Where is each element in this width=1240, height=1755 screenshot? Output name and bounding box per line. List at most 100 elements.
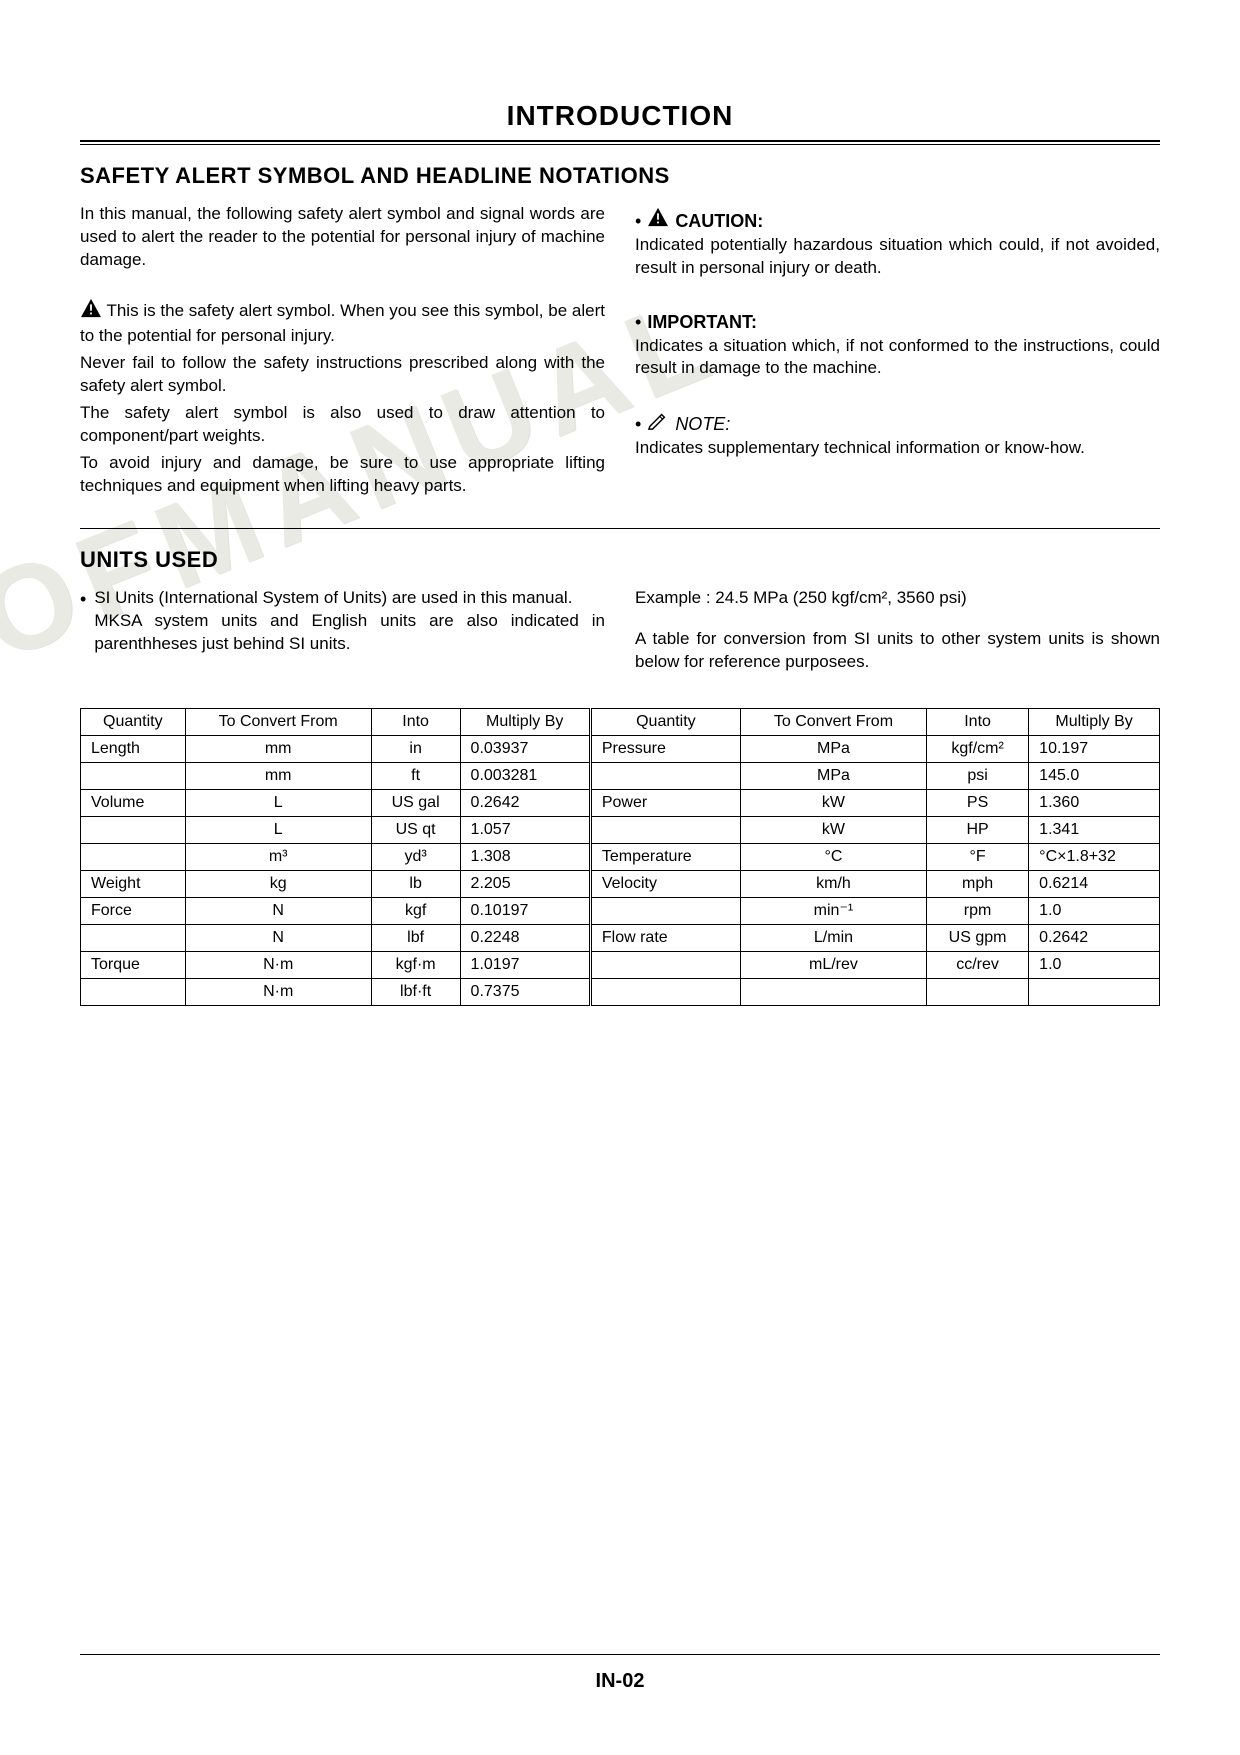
table-cell: kgf·m bbox=[371, 951, 460, 978]
table-cell: Length bbox=[81, 735, 186, 762]
table-cell: kgf/cm² bbox=[926, 735, 1028, 762]
table-cell: L/min bbox=[740, 924, 926, 951]
title-rule-thick bbox=[80, 140, 1160, 142]
table-cell: Weight bbox=[81, 870, 186, 897]
table-cell: Velocity bbox=[590, 870, 740, 897]
table-cell: 1.0 bbox=[1029, 951, 1160, 978]
table-cell bbox=[81, 978, 186, 1005]
footer-rule bbox=[80, 1654, 1160, 1655]
safety-para1: This is the safety alert symbol. When yo… bbox=[80, 301, 605, 345]
table-cell: 0.003281 bbox=[460, 762, 590, 789]
table-cell: lb bbox=[371, 870, 460, 897]
table-cell: MPa bbox=[740, 735, 926, 762]
important-row: • IMPORTANT: bbox=[635, 310, 1160, 334]
table-cell: lbf·ft bbox=[371, 978, 460, 1005]
table-cell: 145.0 bbox=[1029, 762, 1160, 789]
table-cell: lbf bbox=[371, 924, 460, 951]
table-cell: 0.10197 bbox=[460, 897, 590, 924]
title-rule-thin bbox=[80, 144, 1160, 145]
important-body: Indicates a situation which, if not conf… bbox=[635, 335, 1160, 381]
th-quantity-2: Quantity bbox=[590, 708, 740, 735]
table-cell: mm bbox=[185, 735, 371, 762]
table-cell: kg bbox=[185, 870, 371, 897]
table-row: m³yd³1.308Temperature°C°F°C×1.8+32 bbox=[81, 843, 1160, 870]
pencil-icon bbox=[647, 410, 669, 437]
table-cell bbox=[590, 951, 740, 978]
table-cell: °C×1.8+32 bbox=[1029, 843, 1160, 870]
safety-para3: The safety alert symbol is also used to … bbox=[80, 402, 605, 448]
caution-body: Indicated potentially hazardous situatio… bbox=[635, 234, 1160, 280]
table-cell: Volume bbox=[81, 789, 186, 816]
table-cell: Torque bbox=[81, 951, 186, 978]
note-label: NOTE: bbox=[675, 412, 730, 436]
table-cell bbox=[740, 978, 926, 1005]
table-cell: N·m bbox=[185, 951, 371, 978]
table-cell bbox=[81, 843, 186, 870]
alert-triangle-icon bbox=[647, 207, 669, 234]
table-cell: m³ bbox=[185, 843, 371, 870]
th-into-1: Into bbox=[371, 708, 460, 735]
note-body: Indicates supplementary technical inform… bbox=[635, 437, 1160, 460]
table-cell: L bbox=[185, 789, 371, 816]
table-cell: 1.360 bbox=[1029, 789, 1160, 816]
table-cell: MPa bbox=[740, 762, 926, 789]
table-cell: ft bbox=[371, 762, 460, 789]
units-desc: A table for conversion from SI units to … bbox=[635, 628, 1160, 674]
table-row: Lengthmmin0.03937PressureMPakgf/cm²10.19… bbox=[81, 735, 1160, 762]
table-cell: 0.2642 bbox=[460, 789, 590, 816]
table-cell: N bbox=[185, 924, 371, 951]
table-cell bbox=[1029, 978, 1160, 1005]
th-mult-2: Multiply By bbox=[1029, 708, 1160, 735]
table-cell: HP bbox=[926, 816, 1028, 843]
table-cell: mL/rev bbox=[740, 951, 926, 978]
table-cell: 1.308 bbox=[460, 843, 590, 870]
safety-intro: In this manual, the following safety ale… bbox=[80, 203, 605, 272]
page-number: IN-02 bbox=[0, 1670, 1240, 1693]
th-quantity-1: Quantity bbox=[81, 708, 186, 735]
table-row: Nlbf0.2248Flow rateL/minUS gpm0.2642 bbox=[81, 924, 1160, 951]
safety-para-symbol: This is the safety alert symbol. When yo… bbox=[80, 298, 605, 348]
section-rule bbox=[80, 528, 1160, 529]
safety-heading: SAFETY ALERT SYMBOL AND HEADLINE NOTATIO… bbox=[80, 163, 1160, 189]
table-cell: Pressure bbox=[590, 735, 740, 762]
safety-para2: Never fail to follow the safety instruct… bbox=[80, 352, 605, 398]
table-cell: US qt bbox=[371, 816, 460, 843]
table-cell: Force bbox=[81, 897, 186, 924]
table-cell: 0.2248 bbox=[460, 924, 590, 951]
th-into-2: Into bbox=[926, 708, 1028, 735]
table-cell: Power bbox=[590, 789, 740, 816]
table-cell: rpm bbox=[926, 897, 1028, 924]
table-cell bbox=[81, 924, 186, 951]
units-heading: UNITS USED bbox=[80, 547, 1160, 573]
table-cell: Temperature bbox=[590, 843, 740, 870]
table-cell: 1.0 bbox=[1029, 897, 1160, 924]
table-row: Weightkglb2.205Velocitykm/hmph0.6214 bbox=[81, 870, 1160, 897]
units-right-col: Example : 24.5 MPa (250 kgf/cm², 3560 ps… bbox=[635, 587, 1160, 678]
table-cell bbox=[81, 762, 186, 789]
table-cell: 2.205 bbox=[460, 870, 590, 897]
table-cell: N·m bbox=[185, 978, 371, 1005]
units-example: Example : 24.5 MPa (250 kgf/cm², 3560 ps… bbox=[635, 587, 1160, 610]
table-cell bbox=[81, 816, 186, 843]
units-bullet1b: MKSA system units and English units are … bbox=[94, 611, 605, 653]
conversion-table: Quantity To Convert From Into Multiply B… bbox=[80, 708, 1160, 1006]
table-cell: in bbox=[371, 735, 460, 762]
page-title: INTRODUCTION bbox=[80, 100, 1160, 132]
table-cell: km/h bbox=[740, 870, 926, 897]
safety-columns: In this manual, the following safety ale… bbox=[80, 203, 1160, 501]
table-cell: 0.2642 bbox=[1029, 924, 1160, 951]
table-cell: 0.6214 bbox=[1029, 870, 1160, 897]
table-row: mmft0.003281MPapsi145.0 bbox=[81, 762, 1160, 789]
table-cell bbox=[590, 816, 740, 843]
table-cell: Flow rate bbox=[590, 924, 740, 951]
table-cell: °C bbox=[740, 843, 926, 870]
table-cell: 0.7375 bbox=[460, 978, 590, 1005]
bullet-dot: • bbox=[80, 587, 86, 656]
table-row: LUS qt1.057kWHP1.341 bbox=[81, 816, 1160, 843]
caution-label: CAUTION: bbox=[675, 209, 763, 233]
table-cell: mm bbox=[185, 762, 371, 789]
table-cell bbox=[590, 978, 740, 1005]
table-cell: kgf bbox=[371, 897, 460, 924]
table-cell: kW bbox=[740, 789, 926, 816]
table-row: VolumeLUS gal0.2642PowerkWPS1.360 bbox=[81, 789, 1160, 816]
